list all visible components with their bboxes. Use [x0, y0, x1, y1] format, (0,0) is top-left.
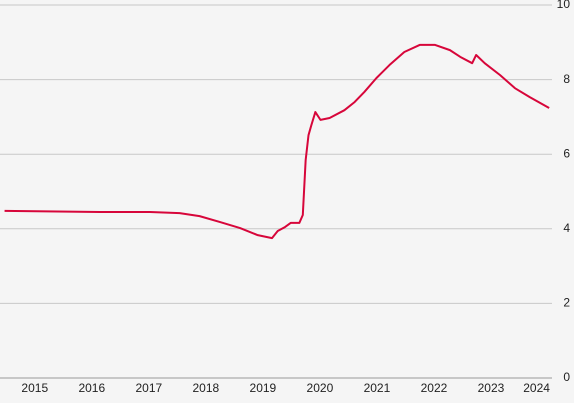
y-tick-label: 6 — [563, 146, 570, 160]
x-tick-label: 2024 — [523, 381, 550, 395]
y-tick-label: 2 — [563, 296, 570, 310]
y-tick-label: 0 — [563, 370, 570, 384]
x-tick-label: 2017 — [135, 381, 162, 395]
x-tick-label: 2022 — [421, 381, 448, 395]
x-tick-label: 2015 — [21, 381, 48, 395]
data-line — [4, 43, 550, 240]
x-tick-label: 2020 — [307, 381, 334, 395]
y-tick-label: 8 — [563, 72, 570, 86]
y-tick-label: 4 — [563, 221, 570, 235]
y-tick-label: 10 — [557, 0, 571, 11]
x-tick-label: 2019 — [250, 381, 277, 395]
x-tick-label: 2023 — [478, 381, 505, 395]
x-tick-label: 2018 — [193, 381, 220, 395]
x-tick-label: 2016 — [78, 381, 105, 395]
x-tick-label: 2021 — [364, 381, 391, 395]
